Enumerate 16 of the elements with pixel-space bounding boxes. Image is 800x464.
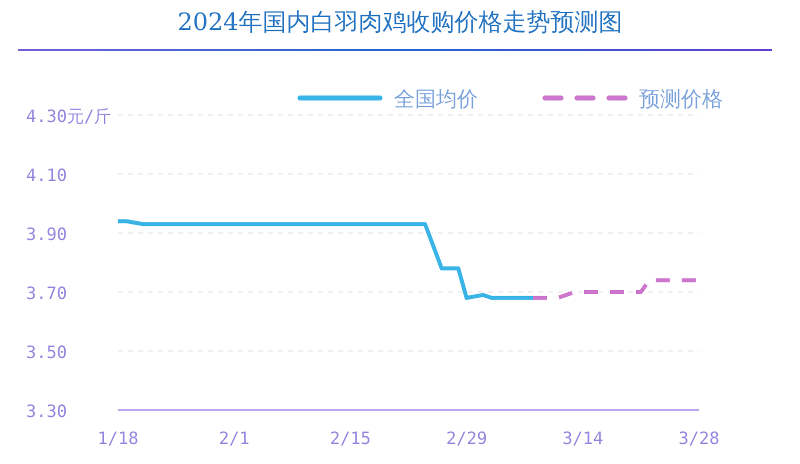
y-tick-label: 4.10 — [26, 166, 67, 186]
x-tick-label: 3/28 — [678, 429, 720, 449]
y-tick-label: 3.50 — [26, 343, 67, 363]
legend-label: 全国均价 — [394, 87, 478, 111]
y-tick-label: 4.30元/斤 — [26, 107, 112, 127]
y-tick-label: 3.70 — [26, 284, 67, 304]
x-tick-label: 2/29 — [446, 429, 488, 449]
line-series — [116, 219, 535, 300]
y-tick-label: 3.30 — [26, 402, 67, 422]
x-tick-label: 1/18 — [98, 429, 138, 449]
x-tick-label: 2/1 — [218, 429, 250, 449]
y-tick-label: 3.90 — [26, 225, 67, 245]
x-tick-label: 2/15 — [330, 429, 371, 449]
x-tick-label: 3/14 — [562, 429, 604, 449]
legend-label: 预测价格 — [639, 87, 723, 111]
chart-title: 2024年国内白羽肉鸡收购价格走势预测图 — [177, 8, 623, 36]
